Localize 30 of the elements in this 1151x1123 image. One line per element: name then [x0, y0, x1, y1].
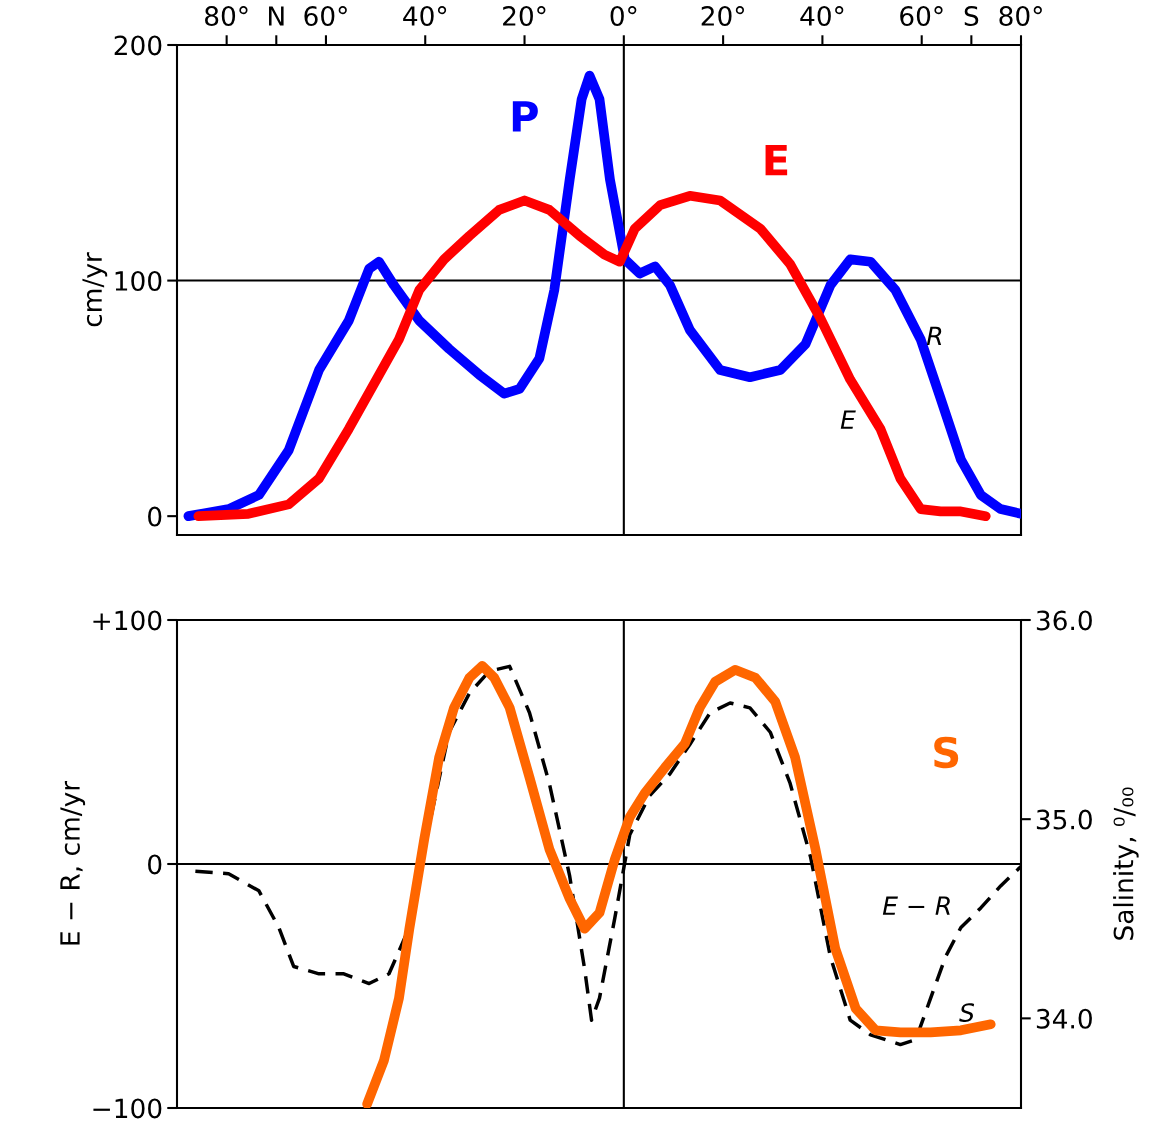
annotation: R [926, 326, 942, 345]
y-tick-label: 200 [114, 35, 162, 56]
x-tick-label: 40° [403, 6, 447, 26]
x-tick-label: N [269, 6, 284, 26]
y-axis-title: E − R, cm/yr [60, 780, 86, 945]
y-tick-label: 0 [148, 506, 162, 527]
series-label: E [765, 144, 788, 176]
y-tick-label: 0 [148, 854, 162, 875]
annotation: S [959, 1003, 975, 1023]
series-label: P [512, 101, 538, 132]
x-tick-label: 60° [900, 6, 943, 26]
annotation: E − R [882, 896, 950, 915]
annotation: E [840, 410, 856, 429]
text: S [934, 736, 959, 769]
y-tick-label: 100 [115, 271, 162, 291]
y2-tick-label: 35.0 [1036, 809, 1092, 830]
y2-tick-label: 36.0 [1036, 610, 1092, 631]
x-tick-label: 20° [503, 6, 546, 26]
x-tick-label: S [964, 6, 979, 26]
x-tick-label: 80° [999, 6, 1042, 26]
x-tick-label: 0° [610, 6, 637, 26]
y-tick-label: +100 [93, 610, 162, 631]
x-tick-label: 80° [205, 6, 248, 26]
y-axis-title: cm/yr [82, 252, 108, 327]
x-tick-label: 20° [701, 6, 744, 26]
x-tick-label: 60° [304, 6, 347, 26]
x-tick-label: 40° [800, 6, 844, 26]
y2-tick-label: 34.0 [1036, 1008, 1092, 1029]
y-tick-label: −100 [93, 1098, 162, 1119]
y2-axis-title: Salinity, ⁰/₀₀ [1113, 787, 1139, 940]
